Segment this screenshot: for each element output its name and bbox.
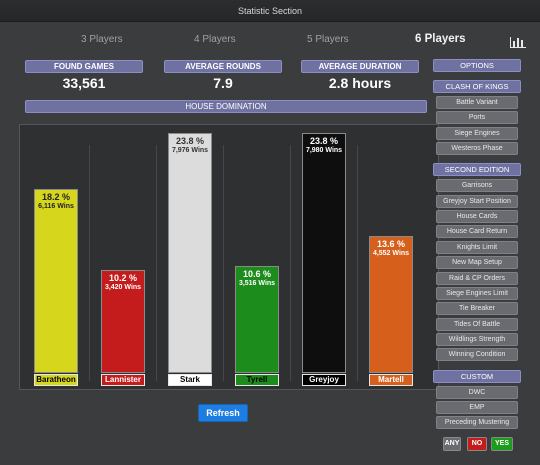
option-dwc[interactable]: DWC [436,385,518,399]
option-new-map-setup[interactable]: New Map Setup [436,256,518,270]
option-siege-engines[interactable]: Siege Engines [436,126,518,140]
option-house-card-return[interactable]: House Card Return [436,225,518,239]
bar-percent-label: 23.8 % [309,136,339,146]
average-duration-label: AVERAGE DURATION [301,60,419,73]
toggle-any[interactable]: ANY [443,437,461,451]
option-raid-cp-orders[interactable]: Raid & CP Orders [436,271,518,285]
option-knights-limit[interactable]: Knights Limit [436,240,518,254]
bar-wins-label: 7,976 Wins [171,147,209,154]
section-header-clash-of-kings: CLASH OF KINGS [433,80,521,93]
option-ports[interactable]: Ports [436,111,518,125]
option-house-cards[interactable]: House Cards [436,210,518,224]
bar-wins-label: 4,552 Wins [372,250,410,257]
tab-5-players[interactable]: 5 Players [307,34,349,45]
average-rounds-stat: AVERAGE ROUNDS 7.9 [164,60,282,91]
bar-stark: 23.8 % 7,976 Wins [168,133,212,373]
tab-6-players[interactable]: 6 Players [415,33,466,45]
option-greyjoy-start-position[interactable]: Greyjoy Start Position [436,194,518,208]
found-games-value: 33,561 [62,75,106,91]
bar-wins-label: 3,420 Wins [104,284,142,291]
option-battle-variant[interactable]: Battle Variant [436,96,518,109]
house-label-baratheon: Baratheon [34,374,78,386]
toggle-no[interactable]: NO [467,437,487,451]
player-tabs: 3 Players 4 Players 5 Players 6 Players [0,33,520,52]
tab-3-players[interactable]: 3 Players [81,34,123,45]
bar-greyjoy: 23.8 % 7,980 Wins [302,133,346,373]
house-label-lannister: Lannister [101,374,145,386]
average-rounds-label: AVERAGE ROUNDS [164,60,282,73]
option-westeros-phase[interactable]: Westeros Phase [436,142,518,156]
found-games-stat: FOUND GAMES 33,561 [25,60,143,91]
bar-percent-label: 10.6 % [242,269,272,279]
option-tie-breaker[interactable]: Tie Breaker [436,302,518,316]
window-title: Statistic Section [0,0,540,22]
bar-martell: 13.6 % 4,552 Wins [369,236,413,373]
average-duration-stat: AVERAGE DURATION 2.8 hours [301,60,419,91]
house-domination-chart: 18.2 % 6,116 Wins Baratheon 10.2 % 3,420 Win… [19,124,439,390]
house-domination-header: HOUSE DOMINATION [25,100,427,113]
house-label-martell: Martell [369,374,413,386]
bar-wins-label: 3,516 Wins [238,280,276,287]
column-divider [156,145,157,381]
bar-lannister: 10.2 % 3,420 Wins [101,270,145,373]
bar-percent-label: 10.2 % [108,273,138,283]
toggle-yes[interactable]: YES [491,437,513,451]
option-tides-of-battle[interactable]: Tides Of Battle [436,317,518,331]
section-header-second-edition: SECOND EDITION [433,163,521,177]
bar-percent-label: 18.2 % [41,192,71,202]
option-winning-condition[interactable]: Winning Condition [436,348,518,362]
bar-chart-icon[interactable] [509,35,527,49]
bar-wins-label: 7,980 Wins [305,147,343,154]
option-garrisons[interactable]: Garrisons [436,179,518,193]
column-divider [357,145,358,381]
house-label-stark: Stark [168,374,212,386]
section-header-custom: CUSTOM [433,369,521,383]
column-divider [223,145,224,381]
house-label-greyjoy: Greyjoy [302,374,346,386]
found-games-label: FOUND GAMES [25,60,143,73]
house-label-tyrell: Tyrell [235,374,279,386]
refresh-button[interactable]: Refresh [198,404,248,422]
options-header: OPTIONS [433,59,521,72]
bar-percent-label: 13.6 % [376,239,406,249]
average-duration-value: 2.8 hours [328,75,392,91]
column-divider [89,145,90,381]
column-divider [290,145,291,381]
bar-wins-label: 6,116 Wins [38,203,74,210]
option-emp[interactable]: EMP [436,400,518,414]
tab-4-players[interactable]: 4 Players [194,34,236,45]
bar-baratheon: 18.2 % 6,116 Wins [34,189,78,373]
option-wildlings-strength[interactable]: Wildlings Strength [436,332,518,346]
option-siege-engines-limit[interactable]: Siege Engines Limit [436,286,518,300]
bar-tyrell: 10.6 % 3,516 Wins [235,266,279,373]
option-preceding-mustering[interactable]: Preceding Mustering [436,416,518,430]
bar-percent-label: 23.8 % [175,136,205,146]
average-rounds-value: 7.9 [213,75,233,91]
